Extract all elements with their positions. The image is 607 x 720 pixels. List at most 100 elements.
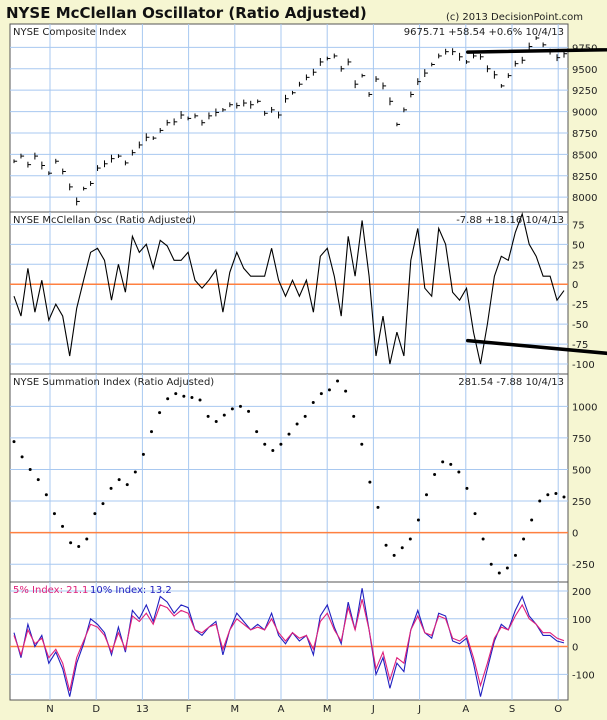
summation-point [522, 537, 526, 541]
summation-point [481, 537, 485, 541]
summation-point [441, 460, 445, 464]
y-tick-label: 750 [572, 434, 591, 445]
y-tick-label: 1000 [572, 402, 597, 413]
x-tick-label: J [371, 704, 375, 715]
y-tick-label: -75 [572, 340, 588, 351]
summation-point [295, 422, 299, 426]
y-tick-label: 250 [572, 497, 591, 508]
summation-point [133, 470, 137, 474]
y-tick-label: 8500 [572, 150, 597, 161]
copyright-text: (c) 2013 DecisionPoint.com [445, 12, 583, 23]
summation-point [117, 478, 121, 482]
x-tick-label: N [46, 704, 53, 715]
summation-point [52, 512, 56, 516]
x-tick-label: S [509, 704, 515, 715]
summation-point [425, 493, 428, 497]
panel-header-values: -7.88 +18.16 10/4/13 [456, 215, 564, 226]
summation-point [271, 449, 275, 453]
x-tick-label: A [278, 704, 285, 715]
summation-point [497, 571, 501, 575]
x-tick-label: A [462, 704, 469, 715]
summation-point [101, 502, 105, 506]
summation-point [392, 553, 396, 557]
summation-point [20, 455, 24, 459]
chart-title: NYSE McClellan Oscillator (Ratio Adjuste… [6, 4, 367, 22]
summation-point [449, 462, 453, 466]
summation-point [255, 430, 259, 434]
summation-point [489, 562, 493, 566]
panel-title: NYSE Summation Index (Ratio Adjusted) [13, 377, 214, 388]
panel-title: NYSE Composite Index [13, 27, 127, 38]
summation-point [311, 401, 315, 405]
summation-point [360, 442, 364, 446]
summation-point [230, 407, 234, 411]
y-tick-label: 9500 [572, 65, 597, 76]
y-tick-label: 0 [572, 280, 578, 291]
panel-oscillator: -100 -75 -50 -25 0 25 50 75 NYSE McClellan Osc (… [9, 211, 595, 375]
summation-point [28, 467, 32, 471]
y-tick-label: 50 [572, 240, 585, 251]
summation-point [513, 553, 517, 557]
summation-point [352, 414, 356, 418]
summation-point [336, 379, 340, 383]
y-tick-label: 0 [572, 643, 578, 654]
summation-point [327, 388, 331, 392]
summation-point [198, 398, 202, 402]
summation-point [190, 395, 194, 399]
series-line-oscillator [13, 212, 565, 365]
summation-point [36, 478, 40, 482]
summation-point [182, 394, 186, 398]
y-tick-label: 0 [572, 529, 578, 540]
summation-point [287, 432, 291, 436]
legend-10pct: 10% Index: 13.2 [90, 585, 172, 596]
y-tick-label: 75 [572, 220, 585, 231]
panel-frame [9, 373, 569, 583]
panel-frame [9, 211, 569, 375]
x-tick-label: M [323, 704, 332, 715]
summation-point [384, 543, 388, 547]
y-tick-label: -50 [572, 320, 588, 331]
y-tick-label: 100 [572, 615, 591, 626]
y-tick-label: -100 [572, 670, 595, 681]
panel-title: NYSE McClellan Osc (Ratio Adjusted) [13, 215, 196, 226]
summation-point [77, 545, 81, 549]
y-tick-label: 9000 [572, 108, 597, 119]
y-tick-label: 8750 [572, 129, 597, 140]
summation-point [12, 440, 16, 444]
summation-point [44, 493, 48, 497]
summation-point [319, 392, 323, 396]
summation-point [279, 442, 283, 446]
summation-point [408, 537, 412, 541]
summation-point [174, 392, 178, 396]
x-tick-label: F [186, 704, 192, 715]
summation-point [93, 512, 97, 516]
summation-point [158, 411, 162, 415]
summation-point [222, 413, 226, 417]
summation-point [465, 486, 469, 490]
panel-composite: 80008250850087509000925095009750NYSE Com… [9, 23, 607, 213]
x-tick-label: M [230, 704, 239, 715]
y-tick-label: 9250 [572, 86, 597, 97]
summation-point [505, 566, 509, 570]
summation-point [85, 537, 89, 541]
x-tick-label: J [417, 704, 421, 715]
summation-point [530, 518, 534, 522]
summation-point [109, 486, 113, 490]
summation-point [546, 493, 550, 497]
y-tick-label: 25 [572, 260, 585, 271]
summation-point [562, 495, 566, 499]
summation-point [141, 452, 145, 456]
summation-point [263, 442, 267, 446]
summation-point [554, 491, 558, 495]
y-tick-label: 8250 [572, 172, 597, 183]
summation-point [473, 512, 477, 516]
summation-point [376, 505, 380, 509]
summation-point [416, 518, 420, 522]
summation-point [538, 499, 542, 503]
y-tick-label: -25 [572, 300, 588, 311]
x-tick-label: O [554, 704, 562, 715]
series-line-10-index [13, 588, 565, 697]
y-tick-label: 500 [572, 465, 591, 476]
